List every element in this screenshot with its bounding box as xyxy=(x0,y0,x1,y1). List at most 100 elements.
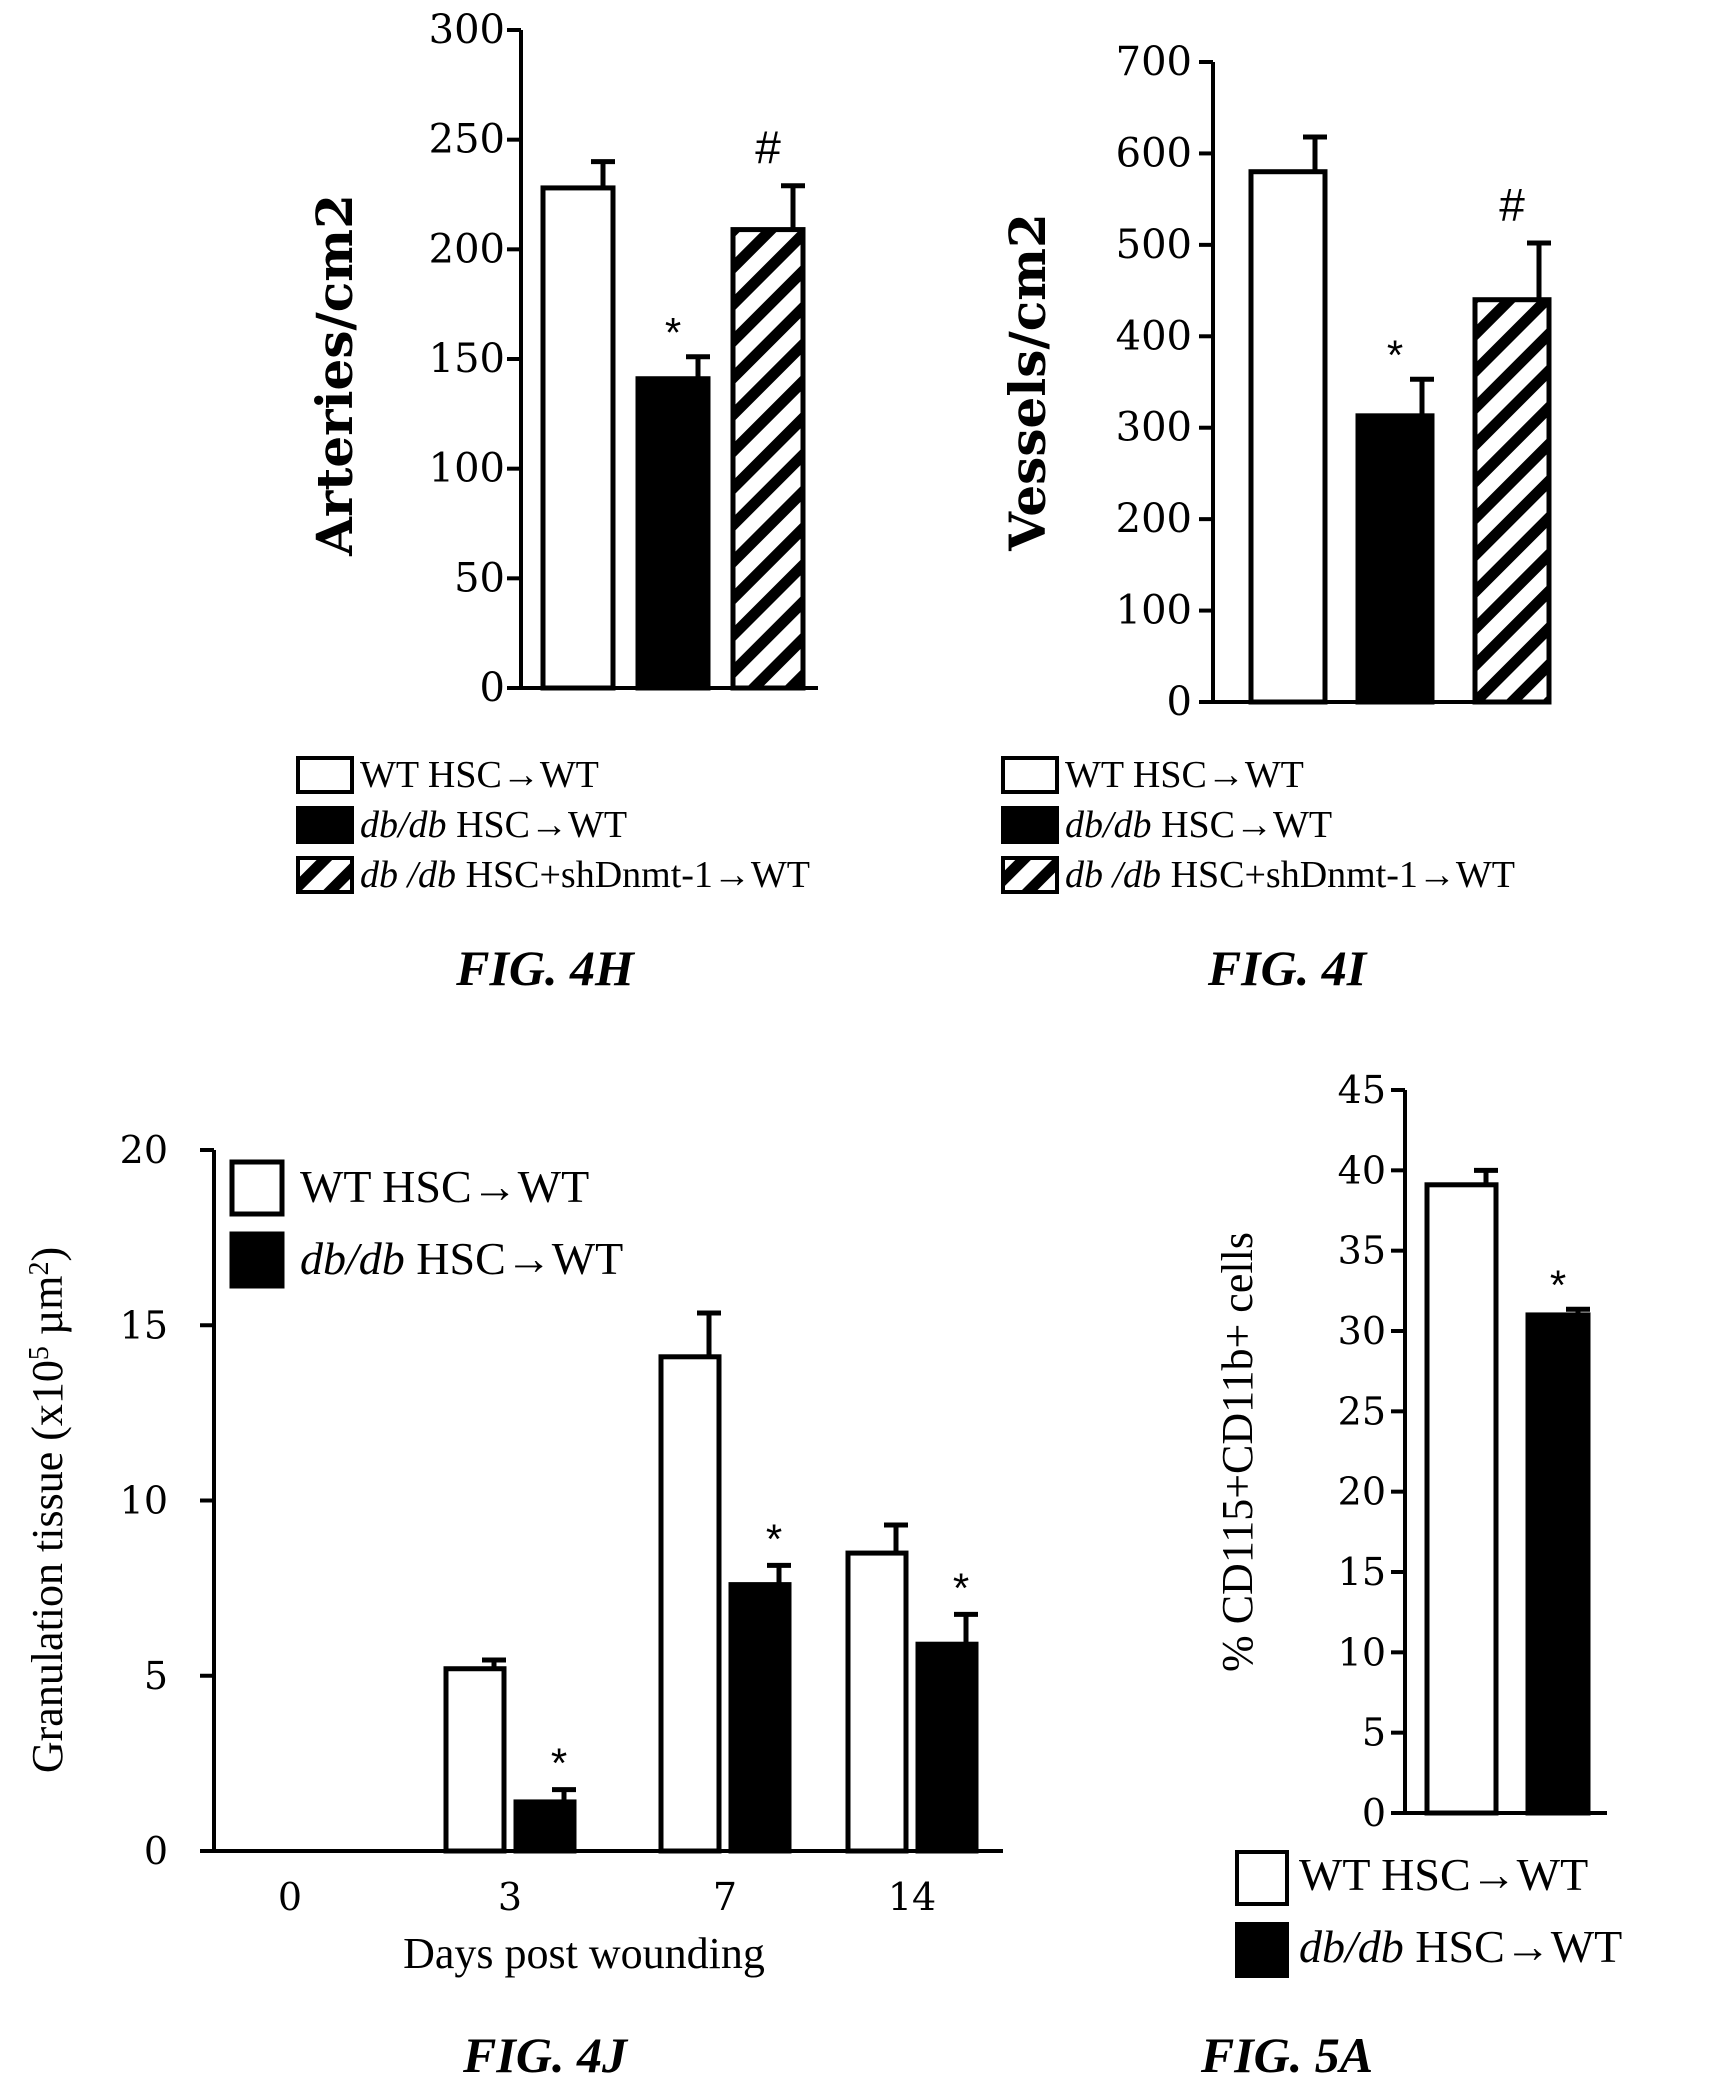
bar-white xyxy=(845,1550,909,1854)
bar-hatch xyxy=(730,227,806,691)
y-tick-label: 200 xyxy=(1116,496,1192,542)
significance-mark: # xyxy=(755,122,781,174)
y-tick-label: 15 xyxy=(1338,1550,1386,1594)
y-ticks: 0 100 200 300 400 500 600 700 xyxy=(1116,39,1213,725)
y-tick-label: 100 xyxy=(429,446,505,492)
y-tick-label: 5 xyxy=(144,1654,168,1698)
legend-swatch-black xyxy=(1001,806,1059,844)
y-tick-label: 0 xyxy=(144,1829,168,1873)
bar-black xyxy=(728,1582,792,1854)
legend-swatch-hatch xyxy=(296,856,354,894)
legend-label: db /db HSC+shDnmt-1→WT xyxy=(360,854,810,896)
y-ticks: 0 50 100 150 200 250 300 xyxy=(429,7,521,711)
y-tick-label: 200 xyxy=(429,226,505,272)
significance-mark: # xyxy=(1499,179,1525,231)
y-tick-label: 0 xyxy=(480,665,505,711)
figure-label: FIG. 5A xyxy=(1200,2027,1373,2083)
y-tick-label: 35 xyxy=(1338,1229,1386,1273)
significance-mark: * xyxy=(1387,331,1403,378)
y-tick-label: 0 xyxy=(1362,1791,1386,1835)
significance-mark: * xyxy=(953,1564,969,1611)
x-tick-label: 14 xyxy=(888,1875,936,1919)
bar-white xyxy=(1248,169,1328,705)
x-tick-label: 3 xyxy=(498,1875,522,1919)
bar-hatch xyxy=(1472,297,1552,705)
figure-label: FIG. 4I xyxy=(1207,940,1368,996)
y-tick-label: 5 xyxy=(1362,1711,1386,1755)
chart-panel-4j: 0 5 10 15 20 0 3 7 14 * * * Granulation tissue (x… xyxy=(23,1128,1003,2083)
y-tick-label: 15 xyxy=(120,1303,168,1347)
bar-black xyxy=(513,1799,577,1854)
significance-mark: * xyxy=(766,1515,782,1562)
y-axis-title: Arteries/cm2 xyxy=(305,194,364,557)
legend-swatch-black xyxy=(229,1231,285,1289)
legend-label: db/db HSC→WT xyxy=(1299,1921,1622,1972)
significance-mark: * xyxy=(665,309,681,356)
legend-swatch-black xyxy=(1235,1922,1289,1978)
bar-black xyxy=(1355,413,1435,705)
legend-swatch-white xyxy=(1001,756,1059,794)
legend: WT HSC→WT db/db HSC→WT xyxy=(1235,1849,1622,1978)
legend-swatch-white xyxy=(1235,1850,1289,1906)
bar-white xyxy=(1424,1182,1499,1816)
legend-label: db/db HSC→WT xyxy=(360,804,627,846)
figure-label: FIG. 4J xyxy=(462,2027,629,2083)
y-tick-label: 600 xyxy=(1116,130,1192,176)
y-tick-label: 0 xyxy=(1167,679,1192,725)
significance-mark: * xyxy=(1550,1261,1566,1308)
y-tick-label: 10 xyxy=(1338,1630,1386,1674)
y-tick-label: 20 xyxy=(120,1128,168,1172)
y-axis-title: Granulation tissue (x105 µm2) xyxy=(23,1247,72,1773)
bars: *# xyxy=(540,122,806,691)
y-tick-label: 20 xyxy=(1338,1470,1386,1514)
x-axis-title: Days post wounding xyxy=(403,1929,765,1978)
y-tick-label: 25 xyxy=(1338,1389,1386,1433)
bars: * xyxy=(1424,1167,1591,1816)
y-tick-label: 45 xyxy=(1338,1068,1386,1112)
legend: WT HSC→WT db/db HSC→WT db /db HSC+shDnmt-1… xyxy=(1001,754,1515,896)
bar-black xyxy=(635,376,711,691)
y-tick-label: 400 xyxy=(1116,313,1192,359)
y-tick-label: 300 xyxy=(429,7,505,53)
y-tick-label: 700 xyxy=(1116,39,1192,85)
legend-swatch-hatch xyxy=(1001,856,1059,894)
y-axis-title: Vessels/cm2 xyxy=(998,213,1057,552)
y-tick-label: 10 xyxy=(120,1479,168,1523)
y-ticks: 0 5 10 15 20 25 30 35 40 45 xyxy=(1338,1068,1405,1835)
y-tick-label: 100 xyxy=(1116,588,1192,634)
y-tick-label: 500 xyxy=(1116,222,1192,268)
legend-swatch-black xyxy=(296,806,354,844)
y-tick-label: 50 xyxy=(454,555,505,601)
legend-label: db/db HSC→WT xyxy=(300,1233,623,1284)
legend-swatch-white xyxy=(296,756,354,794)
bar-white xyxy=(540,185,616,691)
x-tick-label: 7 xyxy=(713,1875,737,1919)
significance-mark: * xyxy=(551,1740,567,1787)
legend-label: WT HSC→WT xyxy=(360,754,599,796)
x-ticks: 0 3 7 14 xyxy=(278,1875,936,1919)
x-tick-label: 0 xyxy=(278,1875,302,1919)
y-tick-label: 30 xyxy=(1338,1309,1386,1353)
legend-label: WT HSC→WT xyxy=(1065,754,1304,796)
chart-panel-5a: 0 5 10 15 20 25 30 35 40 45 * % CD115+CD11b+ cell… xyxy=(1200,1068,1622,2083)
y-tick-label: 150 xyxy=(429,336,505,382)
legend: WT HSC→WT db/db HSC→WT db /db HSC+shDnmt-1… xyxy=(296,754,810,896)
y-axis-title: % CD115+CD11b+ cells xyxy=(1213,1232,1262,1672)
legend-label: db /db HSC+shDnmt-1→WT xyxy=(1065,854,1515,896)
bar-white xyxy=(443,1666,507,1854)
bar-black xyxy=(915,1641,979,1854)
legend-label: WT HSC→WT xyxy=(300,1161,589,1212)
bars: * * * xyxy=(443,1310,979,1854)
legend: WT HSC→WT db/db HSC→WT xyxy=(229,1159,623,1289)
y-tick-label: 300 xyxy=(1116,405,1192,451)
y-ticks: 0 5 10 15 20 xyxy=(120,1128,214,1873)
y-tick-label: 250 xyxy=(429,117,505,163)
y-tick-label: 40 xyxy=(1338,1148,1386,1192)
legend-label: db/db HSC→WT xyxy=(1065,804,1332,846)
bars: *# xyxy=(1248,134,1552,705)
bar-black xyxy=(1525,1312,1591,1816)
legend-label: WT HSC→WT xyxy=(1299,1849,1588,1900)
